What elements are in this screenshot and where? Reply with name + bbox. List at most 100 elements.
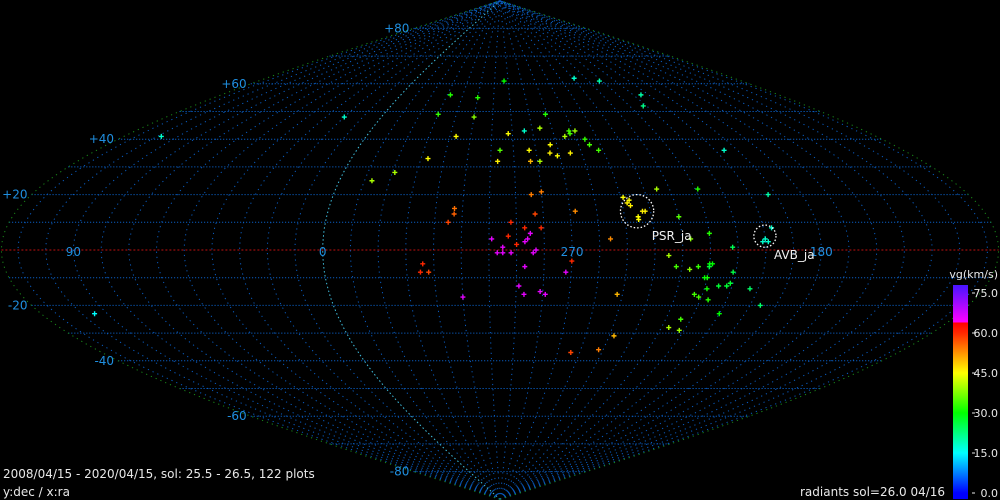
radiant-point	[542, 291, 548, 297]
radiant-point	[475, 95, 481, 101]
shower-circle	[619, 193, 655, 229]
radiant-point	[505, 233, 511, 239]
radiant-point	[706, 264, 712, 270]
radiant-point	[417, 269, 423, 275]
shower-label: PSR_ja	[652, 229, 692, 243]
meridian-line	[100, 0, 501, 500]
radiant-point	[636, 217, 642, 223]
ra-tick-label: 180	[810, 245, 833, 259]
radiant-point	[709, 261, 715, 267]
radiant-point	[666, 253, 672, 259]
radiant-point	[435, 111, 441, 117]
radiant-point	[691, 291, 697, 297]
radiant-point	[747, 286, 753, 292]
meridian-line	[17, 0, 501, 500]
meridian-line	[499, 0, 795, 500]
radiant-point	[501, 78, 507, 84]
radiant-point	[528, 192, 534, 198]
radiant-point	[627, 203, 633, 209]
shower-markers: PSR_ja AVB_ja	[619, 193, 815, 262]
radiant-point	[769, 225, 775, 231]
meridian-line	[499, 0, 822, 500]
dec-tick-label: -20	[8, 298, 28, 312]
radiant-point	[500, 244, 506, 250]
radiant-point	[495, 158, 501, 164]
ra-tick-label: 270	[561, 245, 584, 259]
radiant-point	[676, 327, 682, 333]
meridian-line	[499, 0, 961, 500]
radiant-point	[687, 266, 693, 272]
radiant-point	[527, 230, 533, 236]
radiant-point	[537, 158, 543, 164]
meridian-line	[499, 0, 850, 500]
radiant-point	[532, 211, 538, 217]
radiant-point	[537, 289, 543, 295]
radiant-point	[521, 291, 527, 297]
meridian-line	[488, 0, 501, 500]
axis-labels: +80 +60 +40 +20 -20 -40 -60 -80 90 0 270 180	[2, 21, 833, 478]
dec-tick-label: +20	[2, 188, 27, 202]
meridian-line	[499, 0, 545, 500]
radiant-point	[727, 280, 733, 286]
radiant-point	[500, 250, 506, 256]
radiant-point	[92, 311, 98, 317]
dec-tick-label: -60	[227, 409, 247, 423]
colorbar-tick-label: 45.0	[974, 367, 999, 380]
meridian-line	[499, 0, 933, 500]
radiant-point	[705, 297, 711, 303]
colorbar: vg(km/s) 75.0 60.0 45.0 30.0 15.0 0.0	[949, 268, 998, 500]
radiant-point	[624, 200, 630, 206]
radiant-point	[620, 194, 626, 200]
radiant-point	[567, 150, 573, 156]
meridian-line	[499, 0, 628, 500]
radiant-point	[716, 283, 722, 289]
radiant-point	[765, 192, 771, 198]
radiant-point	[537, 125, 543, 131]
radiant-point	[695, 186, 701, 192]
radiant-point	[614, 291, 620, 297]
colorbar-tick-label: 15.0	[974, 447, 999, 460]
radiant-point	[497, 147, 503, 153]
radiant-point	[447, 92, 453, 98]
radiant-point	[460, 294, 466, 300]
radiant-point	[562, 133, 568, 139]
radiant-point	[542, 111, 548, 117]
dec-tick-label: +60	[221, 77, 246, 91]
radiant-point	[508, 250, 514, 256]
radiant-point	[547, 142, 553, 148]
radiant-point	[721, 147, 727, 153]
radiant-point	[596, 78, 602, 84]
radiant-point	[538, 189, 544, 195]
radiant-point	[678, 316, 684, 322]
radiant-point	[522, 239, 528, 245]
radiant-point	[445, 219, 451, 225]
colorbar-tick-label: 75.0	[974, 287, 999, 300]
dec-tick-label: -40	[94, 354, 114, 368]
radiant-point	[522, 225, 528, 231]
radiant-point	[586, 142, 592, 148]
dec-tick-label: +80	[384, 21, 409, 35]
meridian-line	[499, 0, 767, 500]
radiant-point	[666, 325, 672, 331]
status-text: radiants sol=26.0 04/16	[800, 485, 946, 499]
radiant-point	[451, 211, 457, 217]
meridian-line	[155, 0, 501, 500]
radiant-point	[760, 239, 766, 245]
radiant-point	[538, 225, 544, 231]
radiant-point	[494, 250, 500, 256]
colorbar-tick-label: 0.0	[981, 487, 999, 500]
radiant-point	[533, 247, 539, 253]
radiant-point	[704, 286, 710, 292]
ra-tick-label: 90	[66, 245, 81, 259]
radiant-point	[706, 230, 712, 236]
radiant-point	[688, 236, 694, 242]
meridian-line	[72, 0, 501, 500]
radiant-point	[765, 239, 771, 245]
dec-tick-label: -80	[390, 465, 410, 479]
radiant-point	[554, 153, 560, 159]
radiant-point	[158, 133, 164, 139]
radiant-point	[762, 236, 768, 242]
radiant-point	[608, 236, 614, 242]
radiant-point	[526, 147, 532, 153]
